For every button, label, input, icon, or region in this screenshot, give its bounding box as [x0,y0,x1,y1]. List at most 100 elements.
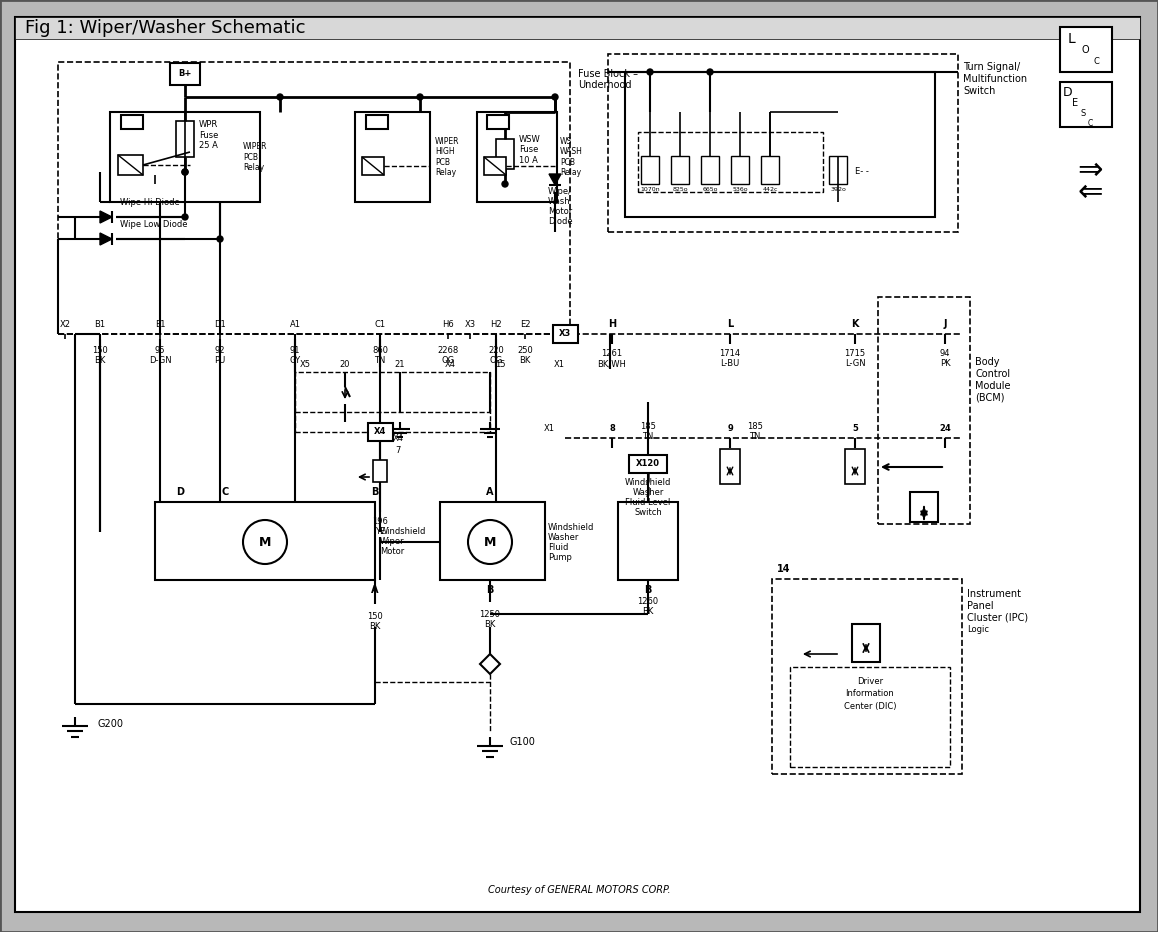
Text: C: C [1093,58,1099,66]
Text: 665o: 665o [702,187,718,192]
Text: WSW
Fuse
10 A: WSW Fuse 10 A [519,135,541,165]
Text: 185: 185 [747,422,763,431]
Text: 95
D-GN: 95 D-GN [148,346,171,365]
Text: E: E [1072,98,1078,108]
Text: Cluster (IPC): Cluster (IPC) [967,613,1028,623]
Bar [790,667,950,767]
Text: Switch: Switch [963,86,996,96]
Text: 1714
L-BU: 1714 L-BU [719,349,741,368]
Text: M: M [484,536,496,549]
Polygon shape [100,211,112,223]
Text: Control: Control [975,369,1010,379]
Text: O: O [1082,45,1089,55]
Bar [829,156,846,184]
Text: G100: G100 [510,737,536,747]
Text: WIPER
HIGH
PCB
Relay: WIPER HIGH PCB Relay [435,137,460,177]
Text: 185: 185 [640,422,655,431]
Text: H6: H6 [442,320,454,329]
Text: Windshield: Windshield [625,478,672,487]
Bar [629,455,667,473]
Bar [638,132,823,192]
Text: BK: BK [484,620,496,629]
Bar [1060,27,1112,72]
Text: 2268
OG: 2268 OG [438,346,459,365]
Text: K: K [851,319,859,329]
Text: 1261
BK/WH: 1261 BK/WH [598,349,626,368]
Text: J: J [944,319,947,329]
Text: E- -: E- - [855,168,868,176]
Text: Wiper: Wiper [380,538,404,546]
Text: 1070n: 1070n [640,187,660,192]
Text: 7: 7 [395,446,401,455]
Text: A: A [372,585,379,595]
Text: B: B [372,487,379,497]
Text: M: M [258,536,271,549]
Bar [910,492,938,522]
Text: X3: X3 [559,330,571,338]
Text: Windshield: Windshield [380,528,426,537]
Text: D: D [1063,86,1072,99]
Circle shape [182,169,188,175]
Bar [176,121,195,157]
Bar [477,112,557,202]
Bar [642,156,659,184]
Text: 1715
L-GN: 1715 L-GN [844,349,865,368]
Circle shape [503,181,508,187]
Text: 1260: 1260 [637,597,659,606]
Text: 250
BK: 250 BK [518,346,533,365]
Text: Center (DIC): Center (DIC) [844,702,896,710]
Text: B: B [486,585,493,595]
Bar [761,156,779,184]
Text: L: L [1068,32,1076,46]
Text: Motor: Motor [380,547,404,556]
Bar [440,502,545,580]
Text: Windshield: Windshield [548,523,594,531]
Bar [1060,82,1112,127]
Text: 9: 9 [727,424,733,433]
Circle shape [552,94,558,100]
Text: 14: 14 [777,564,791,574]
Text: 392o: 392o [830,187,846,192]
Text: BK: BK [369,622,381,631]
Text: 1250: 1250 [479,610,500,619]
Bar [484,157,506,175]
Text: Courtesy of GENERAL MOTORS CORP.: Courtesy of GENERAL MOTORS CORP. [488,885,670,895]
Bar [772,579,962,774]
Bar [701,156,719,184]
Text: J: J [646,487,650,497]
Circle shape [708,69,713,75]
Text: 15: 15 [494,360,506,369]
Text: Motor: Motor [548,208,572,216]
Text: X4: X4 [445,360,455,369]
Text: X4: X4 [393,434,404,443]
Text: Fluid: Fluid [548,542,569,552]
Bar [366,115,388,129]
Text: 150
BK: 150 BK [93,346,108,365]
Bar [368,423,393,441]
Bar [720,449,740,484]
Text: 20: 20 [339,360,350,369]
Text: X1: X1 [554,360,565,369]
Text: TN: TN [643,432,653,441]
Bar [878,297,970,524]
Bar [845,449,865,484]
Text: 536o: 536o [732,187,748,192]
Text: D1: D1 [214,320,226,329]
Text: A1: A1 [290,320,300,329]
Circle shape [182,214,188,220]
Circle shape [417,94,423,100]
Text: 94
PK: 94 PK [939,349,951,368]
Text: 150: 150 [367,612,383,621]
Text: C: C [221,487,228,497]
Text: X1: X1 [544,424,555,433]
Text: X120: X120 [636,459,660,469]
Text: J: J [646,474,650,484]
Text: Switch: Switch [635,508,662,517]
Text: ⇐: ⇐ [1077,177,1102,207]
Bar [356,112,430,202]
Text: 21: 21 [395,360,405,369]
Text: L: L [727,319,733,329]
Bar [554,325,578,343]
Text: B: B [644,585,652,595]
Text: Turn Signal/: Turn Signal/ [963,62,1020,72]
